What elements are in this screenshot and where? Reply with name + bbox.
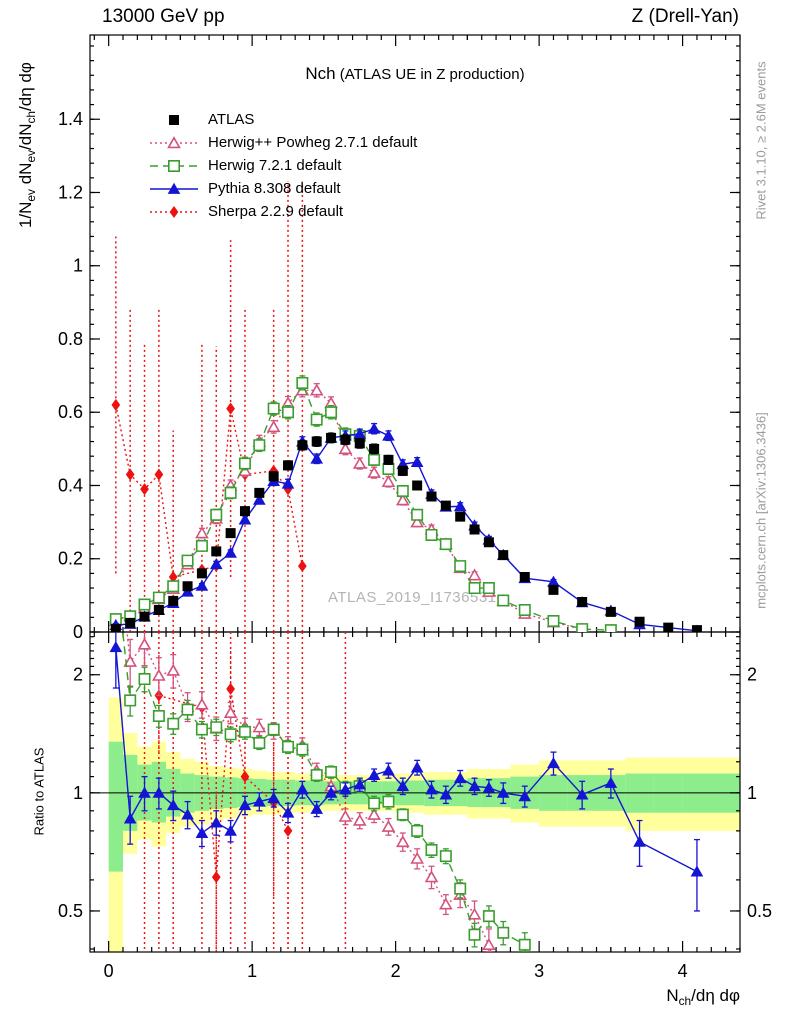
legend-label: Herwig 7.2.1 default xyxy=(208,157,342,174)
rivet-version-note: Rivet 3.1.10, ≥ 2.6M events xyxy=(753,61,769,220)
axis-title-fragment: 1/N xyxy=(15,201,35,229)
svg-text:1: 1 xyxy=(747,783,757,803)
axis-title-fragment: ch xyxy=(678,994,692,1009)
pythia-marker-icon xyxy=(148,180,200,198)
axis-title-fragment: ev xyxy=(24,149,39,163)
mcplots-reference-note: mcplots.cern.ch [arXiv:1306.3436] xyxy=(753,412,769,609)
herwig7-marker-icon xyxy=(148,157,200,175)
svg-text:0.4: 0.4 xyxy=(58,475,83,495)
legend-item-sherpa: Sherpa 2.2.9 default xyxy=(148,200,417,223)
svg-text:2: 2 xyxy=(391,961,401,981)
atlas-marker-icon xyxy=(148,111,200,129)
svg-text:0: 0 xyxy=(104,961,114,981)
svg-text:1.2: 1.2 xyxy=(58,182,83,202)
axis-title-fragment: /dη dφ xyxy=(691,986,740,1005)
legend-label: ATLAS xyxy=(208,111,255,128)
analysis-watermark: ATLAS_2019_I1736531 xyxy=(328,589,497,606)
herwigpp-marker-icon xyxy=(148,134,200,152)
legend-item-herwigpp: Herwig++ Powheg 2.7.1 default xyxy=(148,131,417,154)
axis-title-fragment: ch xyxy=(24,110,39,124)
plot-title: Nch (ATLAS UE in Z production) xyxy=(90,64,740,84)
legend-item-herwig7: Herwig 7.2.1 default xyxy=(148,154,417,177)
sherpa-marker-icon xyxy=(148,203,200,221)
process-label: Z (Drell-Yan) xyxy=(631,6,739,27)
x-axis-title: Nch/dη dφ xyxy=(666,986,740,1008)
legend-label: Sherpa 2.2.9 default xyxy=(208,203,344,220)
svg-text:1: 1 xyxy=(247,961,257,981)
svg-text:2: 2 xyxy=(747,665,757,685)
svg-text:0.2: 0.2 xyxy=(58,549,83,569)
legend-label: Herwig++ Powheg 2.7.1 default xyxy=(208,134,418,151)
y-axis-title-ratio: Ratio to ATLAS xyxy=(31,747,47,836)
legend-label: Pythia 8.308 default xyxy=(208,180,341,197)
atlas-uncertainty-bands xyxy=(108,697,740,952)
axis-title-fragment: ev xyxy=(24,189,39,202)
svg-text:1: 1 xyxy=(73,783,83,803)
legend: ATLAS Herwig++ Powheg 2.7.1 default Herw… xyxy=(148,108,417,223)
plot-title-main: Nch xyxy=(305,64,336,83)
axis-tick-labels: 0 1 2 3 4 0 0.2 0.4 0.6 0.8 1 1.2 1.4 0.5 0.5 1 1 2 2 xyxy=(58,109,772,981)
plot-title-detail: (ATLAS UE in Z production) xyxy=(335,66,525,83)
main-panel-series xyxy=(108,181,702,632)
ratio-panel-series xyxy=(109,632,704,952)
y-axis-title-main: 1/Nev dNev/dNch/dη dφ xyxy=(16,25,38,265)
ratio-panel-frame xyxy=(89,631,741,953)
svg-text:3: 3 xyxy=(534,961,544,981)
legend-item-atlas: ATLAS xyxy=(148,108,417,131)
svg-text:0.5: 0.5 xyxy=(747,901,772,921)
axis-title-fragment: N xyxy=(666,986,679,1005)
svg-text:2: 2 xyxy=(73,665,83,685)
svg-text:0.6: 0.6 xyxy=(58,402,83,422)
svg-text:0.5: 0.5 xyxy=(58,901,83,921)
svg-text:4: 4 xyxy=(678,961,688,981)
beam-energy-label: 13000 GeV pp xyxy=(102,6,225,27)
axis-title-fragment: dN xyxy=(15,162,35,190)
svg-text:0.8: 0.8 xyxy=(58,329,83,349)
axis-title-fragment: /dη dφ xyxy=(15,62,35,111)
svg-text:1: 1 xyxy=(73,256,83,276)
legend-item-pythia: Pythia 8.308 default xyxy=(148,177,417,200)
axis-title-fragment: /dN xyxy=(15,123,35,150)
svg-text:0: 0 xyxy=(73,622,83,642)
svg-text:1.4: 1.4 xyxy=(58,109,83,129)
